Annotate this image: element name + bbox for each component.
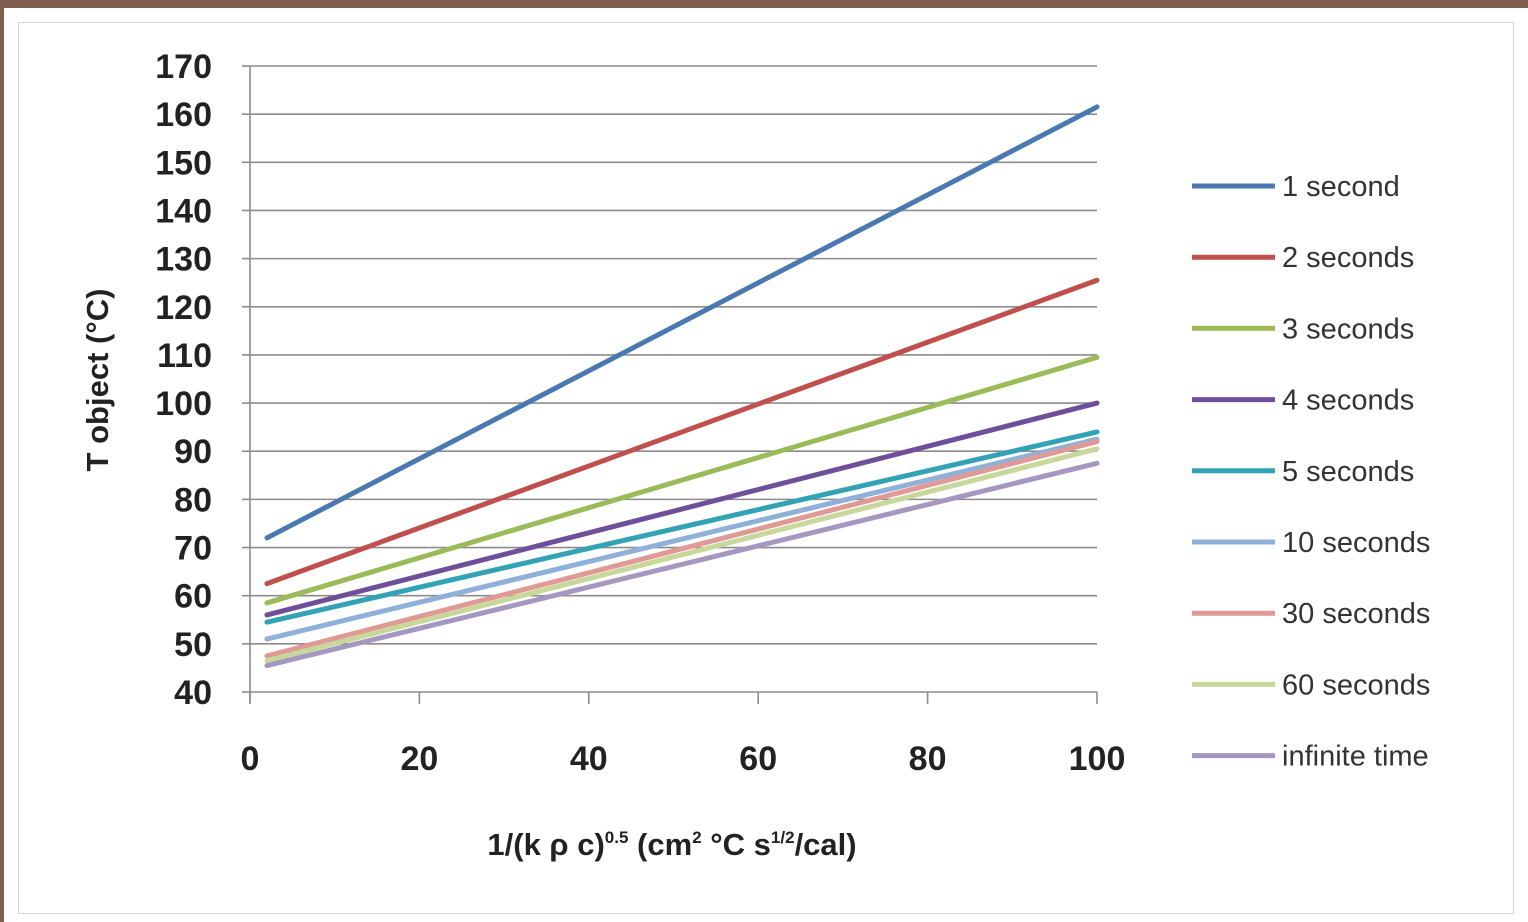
x-axis-title-sup: 1/2 [771,828,795,847]
y-tick-label: 140 [155,192,212,230]
x-tick-label: 0 [241,740,260,778]
y-tick-label: 160 [155,96,212,134]
y-tick-label: 60 [174,578,212,616]
y-tick-label: 100 [155,385,212,423]
x-axis-ticks: 0 20 40 60 80 100 [241,692,1126,778]
y-axis-title: T object (°C) [80,289,115,472]
y-tick-label: 130 [155,241,212,279]
axes [249,66,1097,702]
y-tick-label: 90 [174,433,212,471]
y-tick-label: 70 [174,530,212,568]
series-line [264,460,1100,669]
y-axis-ticks: 40 50 60 70 80 90 100 110 120 130 140 150 160 170 [155,48,250,712]
legend-label: 1 second [1282,171,1400,203]
legend-label: 60 seconds [1282,669,1430,701]
x-tick-label: 100 [1069,740,1126,778]
legend-label: 4 seconds [1282,385,1414,417]
series-line [264,429,1100,625]
y-tick-label: 50 [174,626,212,664]
legend-label: 10 seconds [1282,527,1430,559]
series-line [264,400,1100,618]
x-axis-title-part: °C s [702,827,771,862]
y-tick-label: 170 [155,48,212,86]
legend-label: 30 seconds [1282,598,1430,630]
gridlines [250,65,1097,645]
series-lines [264,104,1100,669]
x-axis-title-sup: 0.5 [605,828,629,847]
legend: 1 second 2 seconds 3 seconds 4 seconds 5 sec… [1192,171,1430,773]
series-line [264,446,1100,664]
x-axis-title-part: 1/(k ρ c) [487,827,604,862]
y-tick-label: 120 [155,289,212,327]
top-border [0,0,1528,8]
series-line [264,104,1100,541]
legend-label: 2 seconds [1282,242,1414,274]
legend-label: 3 seconds [1282,313,1414,345]
chart-card [18,22,1514,914]
series-line [264,436,1100,642]
series-line [264,439,1100,659]
y-tick-label: 40 [174,674,212,712]
legend-label: infinite time [1282,741,1429,773]
y-tick-label: 80 [174,481,212,519]
series-line [264,277,1100,587]
y-tick-label: 110 [157,337,212,375]
x-axis-title-part: (cm [628,827,692,862]
x-axis-title-sup: 2 [692,828,701,847]
left-border [0,0,4,922]
series-line [264,354,1100,606]
x-tick-label: 60 [739,740,777,778]
x-axis-title: 1/(k ρ c)0.5 (cm2 °C s1/2/cal) [487,827,856,862]
x-tick-label: 80 [909,740,947,778]
legend-label: 5 seconds [1282,456,1414,488]
x-axis-title-part: /cal) [795,827,857,862]
x-tick-label: 40 [570,740,608,778]
x-tick-label: 20 [400,740,438,778]
y-tick-label: 150 [155,144,212,182]
